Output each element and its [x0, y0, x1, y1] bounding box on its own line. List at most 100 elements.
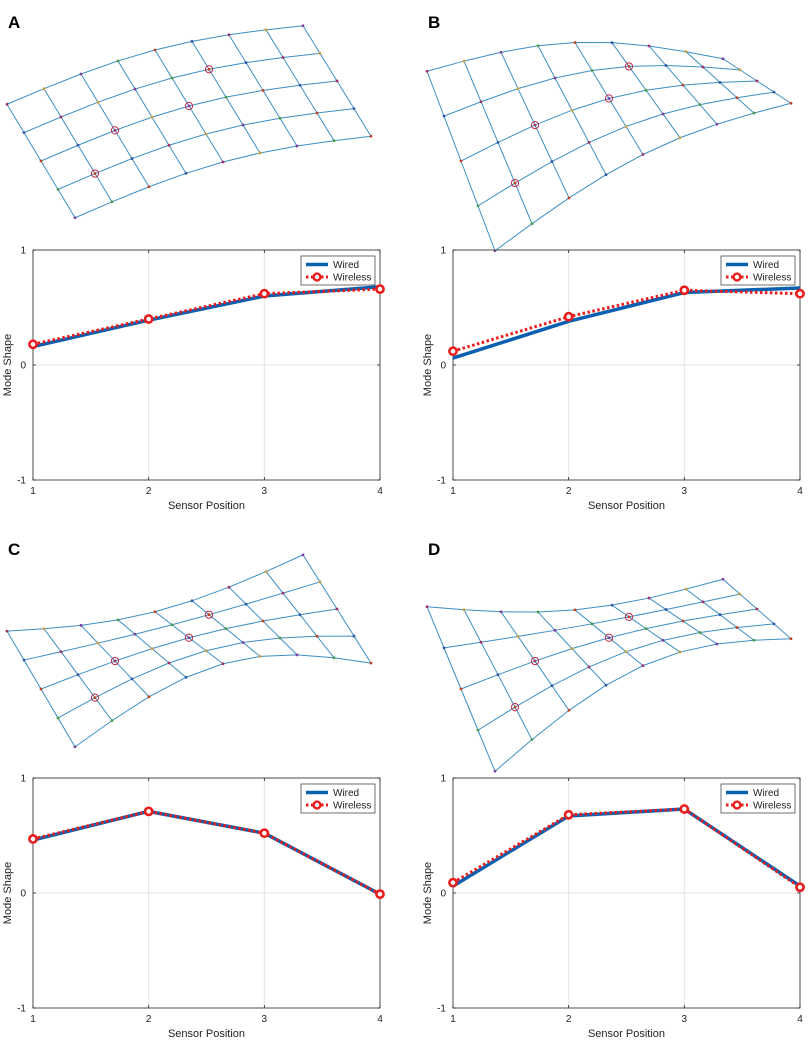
mesh-node	[264, 28, 268, 32]
mesh-node	[116, 618, 120, 622]
mesh-node	[5, 102, 9, 106]
series-line-wired	[32, 809, 381, 896]
mesh-line	[494, 638, 792, 772]
mesh-node	[301, 553, 305, 557]
y-tick-label: -1	[437, 476, 446, 487]
mesh-line	[426, 41, 724, 72]
mesh-node	[258, 655, 262, 658]
x-axis-label: Sensor Position	[168, 1028, 245, 1040]
panel-letter-d: D	[428, 540, 440, 559]
mesh-node	[789, 101, 793, 105]
mesh-node	[39, 687, 43, 691]
panel-d: D 1 2 3 4 -1 0 1 Sensor Position Mode Shape Wired…	[422, 540, 805, 1040]
mesh-node	[624, 125, 628, 128]
mesh-node	[536, 610, 540, 614]
mesh-node	[207, 67, 211, 71]
mesh-node	[110, 200, 114, 204]
mesh-node	[56, 716, 60, 720]
sensor-marker	[204, 610, 214, 619]
mesh-node	[153, 48, 157, 52]
wireless-point	[795, 288, 805, 299]
mesh-line	[74, 654, 372, 748]
panel-a: A 1 2 3 4 -1 0 1 Sensor Position Mode Shape Wired…	[2, 13, 385, 512]
panel-c: C 1 2 3 4 -1 0 1 Sensor Position Mode Shape Wired…	[2, 540, 385, 1040]
mesh-node	[735, 626, 739, 629]
mesh-plot-b	[425, 41, 793, 253]
mesh-node	[59, 650, 63, 654]
legend-label-wired: Wired	[333, 788, 359, 799]
mesh-node	[684, 50, 688, 54]
mesh-node	[332, 656, 336, 660]
mesh-node	[113, 659, 117, 663]
mode-shape-chart-b: 1 2 3 4 -1 0 1 Sensor Position Mode Shape Wired Wi…	[422, 246, 805, 512]
y-tick-label: -1	[17, 1004, 26, 1015]
mesh-node	[224, 627, 228, 631]
mesh-node	[295, 653, 299, 657]
wireless-point	[795, 882, 805, 893]
sensor-marker	[510, 178, 520, 188]
mesh-node	[476, 204, 480, 208]
mesh-node	[641, 153, 645, 156]
mesh-node	[264, 570, 268, 573]
legend-box	[720, 255, 796, 286]
wireless-point	[143, 806, 154, 817]
x-tick-label: 1	[30, 486, 36, 497]
x-tick-label: 2	[566, 1014, 572, 1025]
mesh-node	[42, 87, 46, 91]
series-line-wireless	[452, 288, 801, 353]
mesh-plot-d	[425, 577, 793, 773]
mesh-node	[79, 623, 83, 627]
mesh-node	[244, 602, 248, 606]
mesh-node	[752, 111, 756, 115]
mesh-node	[698, 631, 702, 634]
mesh-node	[184, 675, 188, 679]
mesh-node	[721, 57, 725, 61]
mesh-node	[73, 216, 77, 220]
mesh-node	[550, 684, 554, 688]
mesh-node	[462, 59, 466, 63]
x-tick-label: 3	[262, 1014, 268, 1025]
mesh-node	[476, 728, 480, 732]
mesh-node	[73, 745, 77, 749]
legend-label-wireless: Wireless	[753, 801, 791, 812]
mesh-node	[110, 719, 114, 723]
mesh-node	[113, 128, 117, 132]
wireless-point	[28, 339, 38, 350]
mesh-node	[627, 65, 631, 68]
mesh-node	[553, 76, 557, 80]
mesh-node	[499, 610, 503, 614]
mesh-node	[261, 619, 265, 623]
mesh-node	[79, 72, 83, 76]
series-line-wired	[452, 807, 801, 888]
mesh-node	[513, 181, 517, 185]
mesh-node	[735, 96, 739, 100]
mesh-node	[533, 123, 537, 127]
mesh-node	[684, 587, 688, 591]
x-tick-label: 1	[450, 486, 456, 497]
mesh-node	[315, 634, 319, 638]
legend-label-wired: Wired	[753, 260, 779, 271]
mesh-node	[647, 596, 651, 600]
mesh-node	[496, 673, 500, 677]
mesh-node	[352, 107, 356, 111]
mesh-node	[352, 634, 356, 638]
mesh-node	[150, 115, 154, 119]
mesh-node	[335, 607, 339, 611]
mesh-node	[184, 171, 188, 175]
sensor-marker	[110, 656, 120, 666]
x-tick-label: 3	[682, 1014, 688, 1025]
mesh-node	[369, 661, 373, 665]
mesh-node	[281, 591, 285, 595]
wireless-point	[679, 804, 690, 814]
mesh-node	[496, 140, 500, 144]
y-tick-label: 1	[20, 774, 26, 785]
mesh-node	[567, 196, 571, 200]
x-tick-label: 4	[377, 1014, 383, 1025]
sensor-marker	[604, 633, 614, 642]
mesh-node	[167, 661, 171, 665]
y-tick-label: 0	[440, 889, 446, 900]
mesh-node	[318, 51, 322, 55]
mesh-node	[241, 123, 245, 127]
sensor-marker	[624, 62, 634, 71]
